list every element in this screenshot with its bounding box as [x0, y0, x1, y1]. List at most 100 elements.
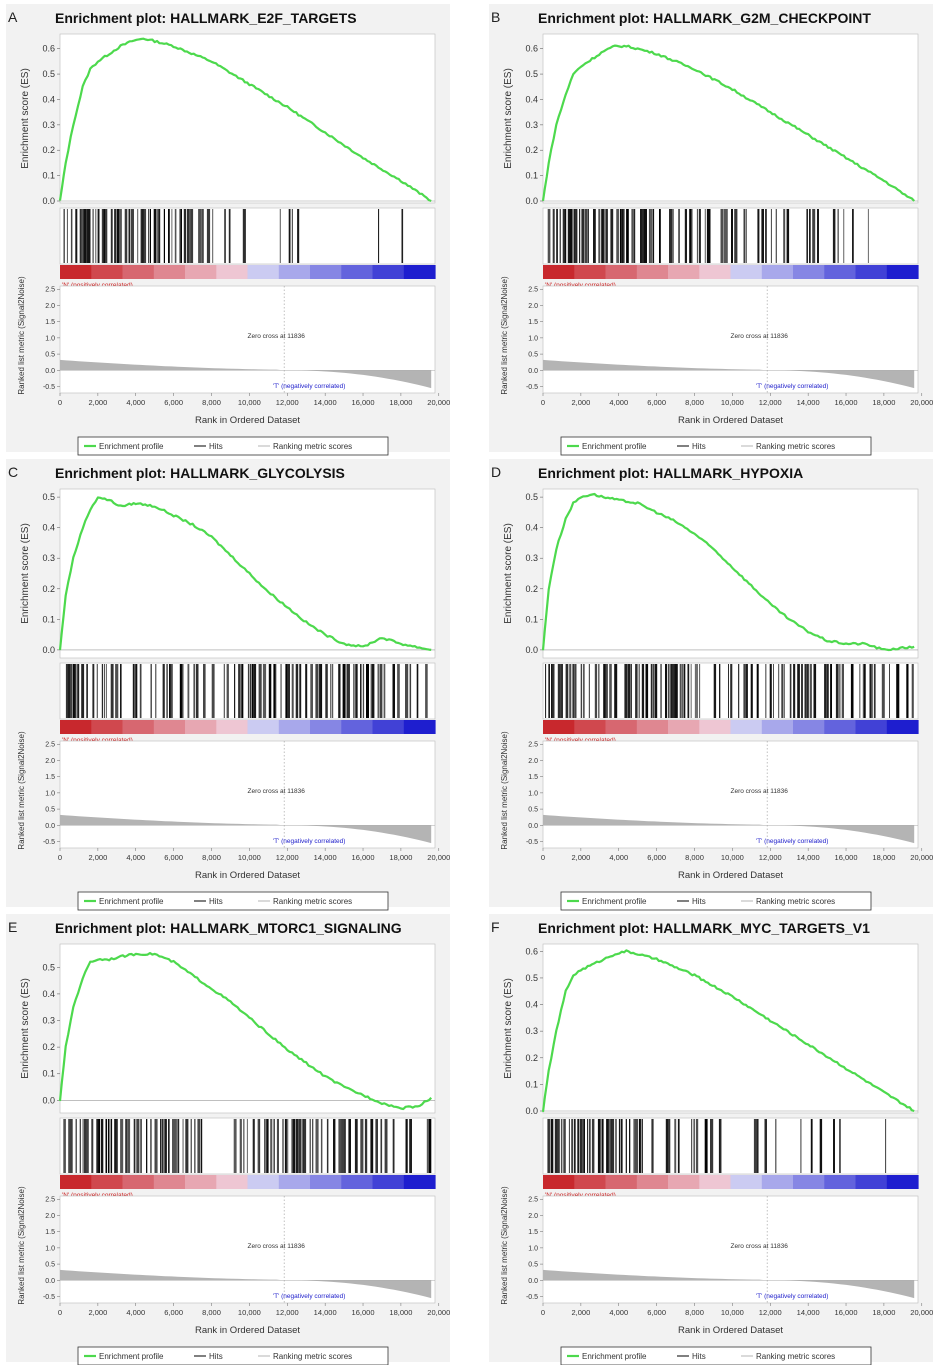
- metric-y-tick-label: 2.5: [528, 287, 538, 294]
- hit-mark: [258, 664, 262, 718]
- hit-mark: [96, 1119, 100, 1173]
- hit-mark: [344, 1119, 346, 1173]
- correlation-color-segment: [793, 265, 825, 279]
- correlation-color-segment: [216, 265, 249, 279]
- positive-correlation-label: 'N' (positively correlated): [545, 737, 616, 744]
- hit-mark: [598, 664, 600, 718]
- es-y-tick-label: 0.4: [525, 523, 538, 533]
- hit-mark: [682, 664, 684, 718]
- hit-mark: [268, 664, 272, 718]
- hit-mark: [158, 209, 161, 263]
- hit-mark: [124, 209, 128, 263]
- x-tick-label: 14,000: [797, 398, 820, 407]
- hit-mark: [598, 209, 601, 263]
- hit-mark: [769, 664, 772, 718]
- metric-axis-label: Ranked list metric (Signal2Noise): [500, 276, 509, 395]
- hit-mark: [580, 664, 583, 718]
- hit-mark: [623, 209, 625, 263]
- hit-mark: [63, 1119, 66, 1173]
- hit-mark: [728, 664, 729, 718]
- hit-mark: [315, 1119, 319, 1173]
- hit-mark: [683, 664, 686, 718]
- es-y-tick-label: 0.3: [525, 120, 538, 130]
- x-tick-label: 10,000: [238, 398, 261, 407]
- hit-mark: [360, 664, 362, 718]
- panel-f: F Enrichment plot: HALLMARK_MYC_TARGETS_V…: [489, 914, 933, 1365]
- hit-mark: [665, 664, 667, 718]
- legend-profile-label: Enrichment profile: [582, 1352, 647, 1361]
- hits-band: [59, 207, 436, 265]
- correlation-color-segment: [341, 1175, 374, 1189]
- hit-mark: [70, 1119, 73, 1173]
- correlation-color-segment: [372, 265, 405, 279]
- legend-hits-label: Hits: [209, 442, 223, 451]
- correlation-color-segment: [824, 720, 857, 734]
- legend-box: [77, 436, 389, 456]
- hits-group: [63, 209, 404, 263]
- hit-mark: [827, 664, 829, 718]
- x-tick-label: 12,000: [759, 1308, 782, 1317]
- x-tick-label: 18,000: [872, 1308, 895, 1317]
- hit-mark: [163, 209, 165, 263]
- hit-mark: [696, 664, 698, 718]
- es-axis-label: Enrichment score (ES): [503, 68, 514, 169]
- correlation-color-segment: [247, 1175, 280, 1189]
- panel-b: B Enrichment plot: HALLMARK_G2M_CHECKPOIN…: [489, 4, 933, 456]
- hit-mark: [602, 209, 605, 263]
- es-y-tick-label: 0.4: [525, 1000, 538, 1010]
- es-y-tick-label: 0.2: [42, 145, 55, 155]
- x-tick-label: 4,000: [126, 1308, 145, 1317]
- hit-mark: [713, 664, 717, 718]
- hit-mark: [633, 1119, 635, 1173]
- hit-mark: [133, 209, 134, 263]
- hit-mark: [564, 209, 567, 263]
- legend: Enrichment profile Hits Ranking metric sco…: [560, 891, 872, 911]
- es-y-tick-label: 0.3: [525, 1026, 538, 1036]
- hit-mark: [565, 664, 569, 718]
- hit-mark: [140, 209, 143, 263]
- hit-mark: [852, 209, 854, 263]
- hit-mark: [583, 664, 585, 718]
- hit-mark: [425, 664, 428, 718]
- es-y-tick-label: 0.6: [525, 44, 538, 54]
- positive-correlation-label: 'N' (positively correlated): [62, 282, 133, 289]
- hit-mark: [698, 209, 701, 263]
- es-axis-label: Enrichment score (ES): [503, 523, 514, 624]
- hit-mark: [775, 1119, 777, 1173]
- correlation-color-segment: [636, 265, 669, 279]
- metric-y-tick-label: 1.0: [528, 335, 538, 342]
- hit-mark: [177, 1119, 180, 1173]
- metric-y-tick-label: 0.0: [45, 1278, 55, 1285]
- hit-mark: [190, 1119, 192, 1173]
- hit-mark: [120, 664, 122, 718]
- hit-mark: [270, 1119, 273, 1173]
- metric-y-tick-label: 1.5: [528, 774, 538, 781]
- hit-mark: [835, 664, 839, 718]
- es-plot-area: [542, 488, 919, 659]
- correlation-color-segment: [122, 720, 155, 734]
- correlation-color-segment: [855, 720, 888, 734]
- legend-profile-label: Enrichment profile: [99, 442, 164, 451]
- correlation-color-segment: [730, 265, 763, 279]
- legend-metric-label: Ranking metric scores: [756, 897, 835, 906]
- hit-mark: [97, 209, 100, 263]
- hit-mark: [704, 209, 706, 263]
- metric-y-tick-label: 2.0: [528, 1213, 538, 1220]
- correlation-color-segment: [605, 265, 638, 279]
- metric-y-tick-label: -0.5: [43, 384, 55, 391]
- hit-mark: [426, 1119, 429, 1173]
- hit-mark: [172, 1119, 175, 1173]
- correlation-color-segment: [278, 1175, 311, 1189]
- metric-y-tick-label: 2.5: [45, 287, 55, 294]
- hit-mark: [182, 1119, 184, 1173]
- hit-mark: [806, 209, 808, 263]
- hit-mark: [153, 209, 157, 263]
- correlation-color-segment: [793, 1175, 825, 1189]
- hit-mark: [66, 209, 68, 263]
- hit-mark: [806, 664, 809, 718]
- correlation-color-segment: [699, 1175, 732, 1189]
- ranking-metric-area: [60, 1269, 432, 1299]
- metric-y-tick-label: 2.5: [45, 742, 55, 749]
- hit-mark: [190, 209, 194, 263]
